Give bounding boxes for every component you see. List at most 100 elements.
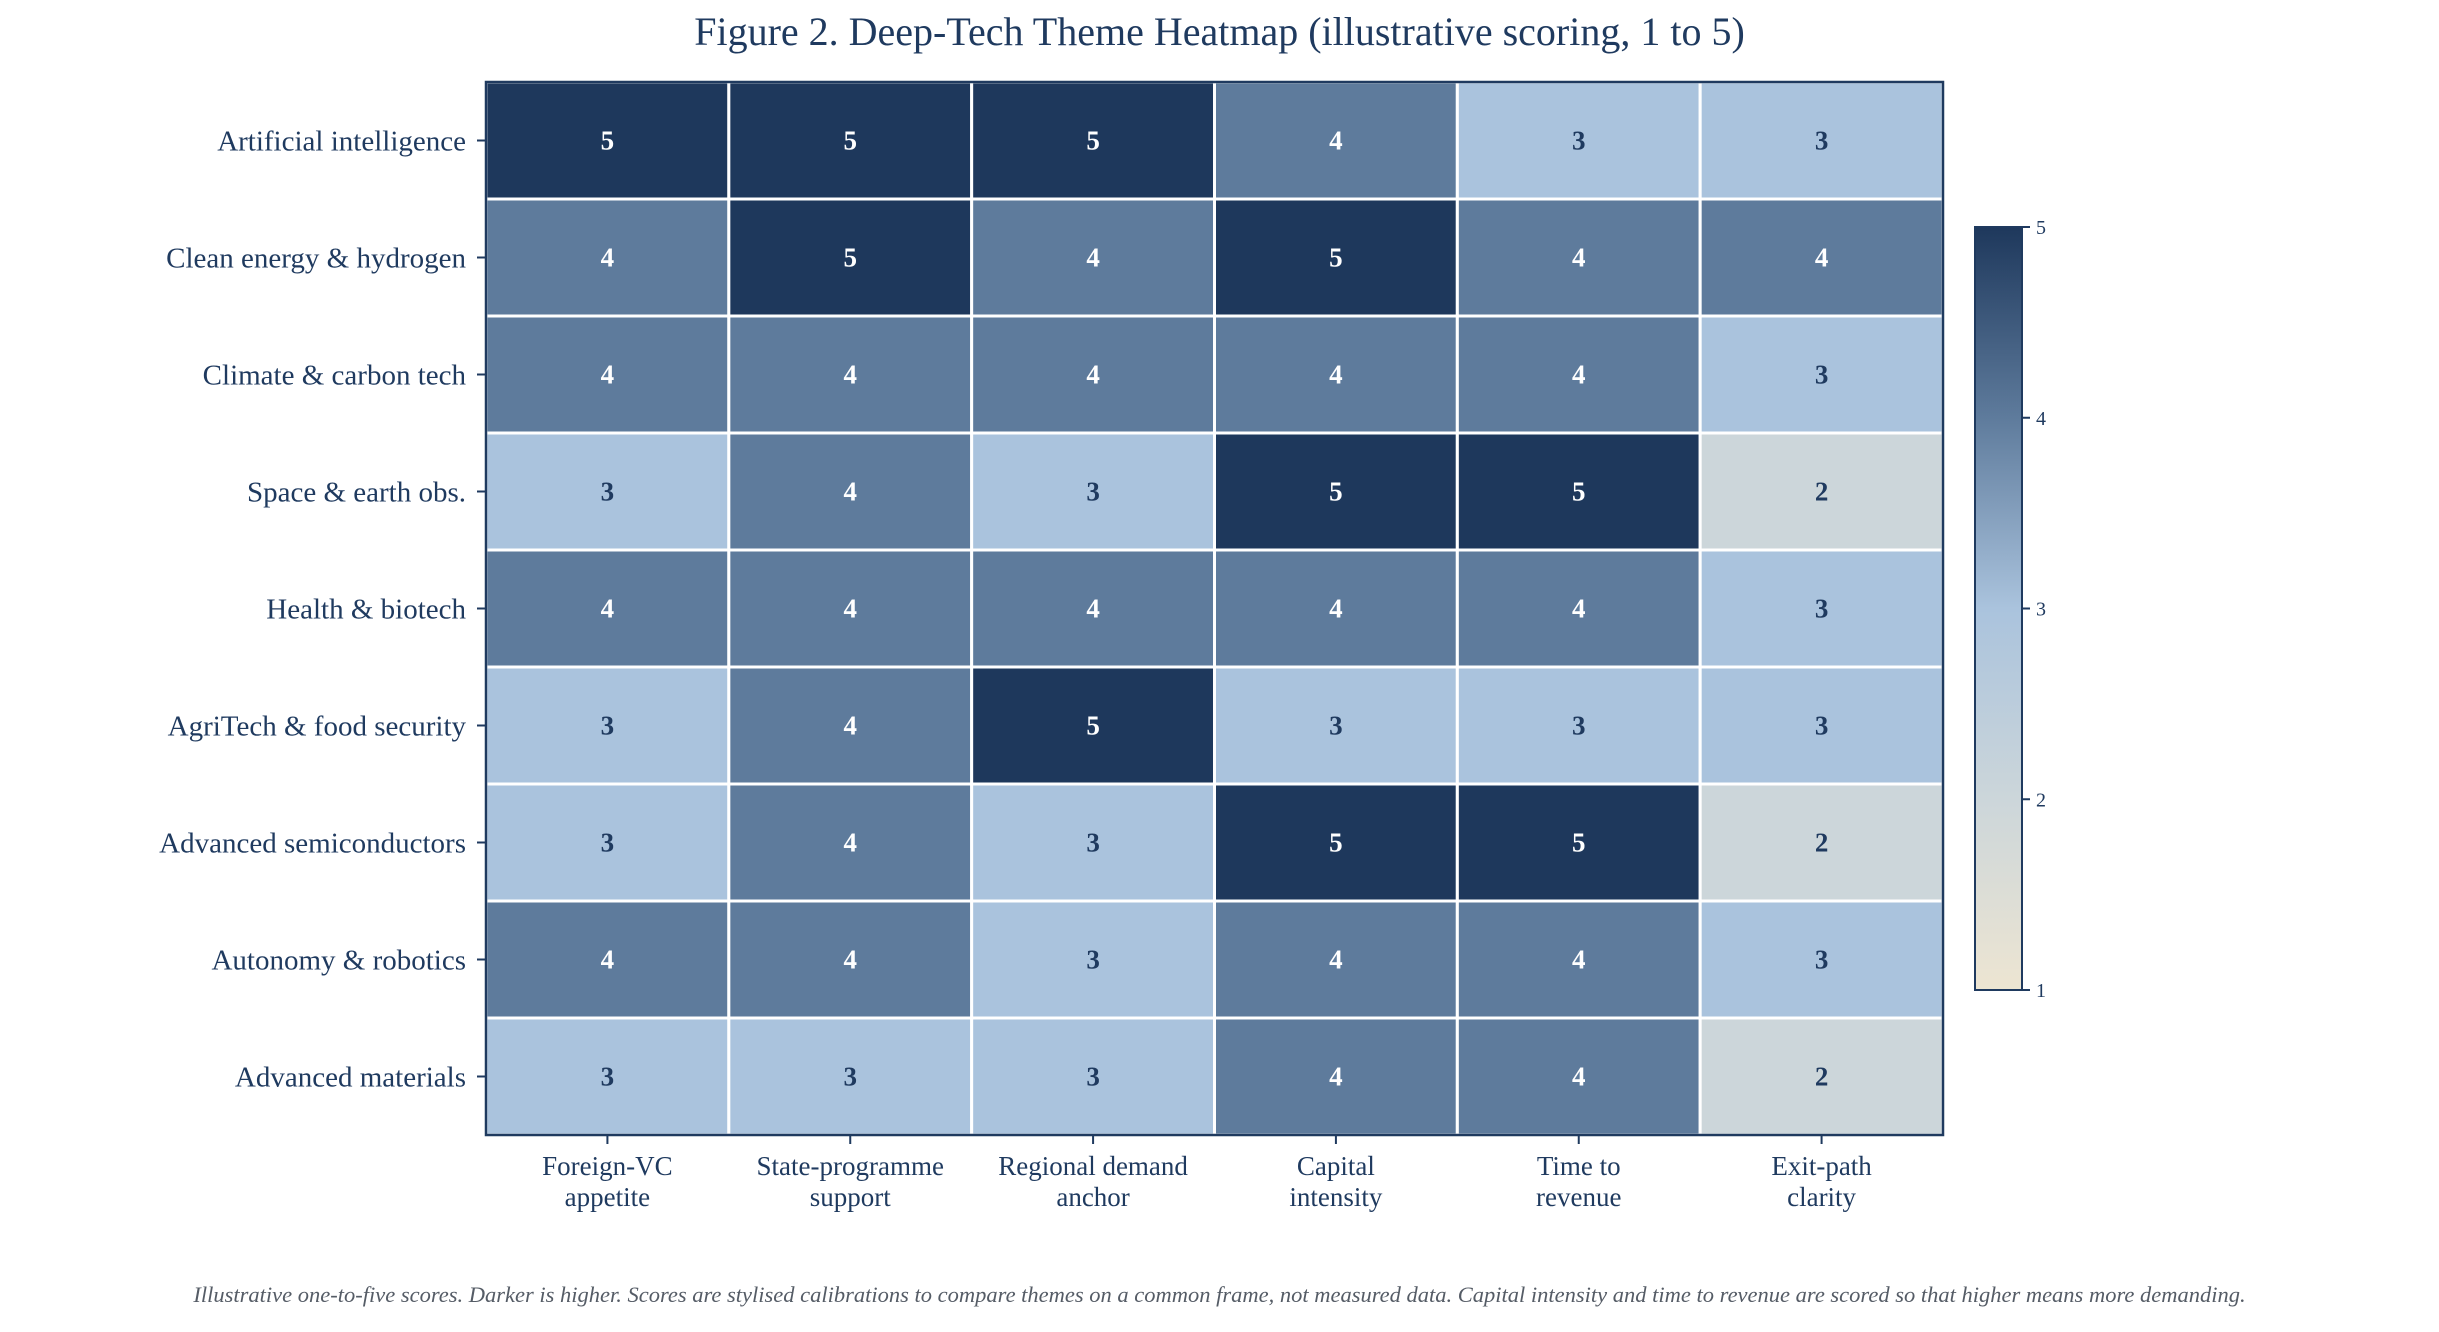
row-labels: Artificial intelligence Clean energy & hy… bbox=[159, 126, 486, 1094]
heatmap-cell bbox=[1213, 197, 1459, 318]
heatmap-cell bbox=[484, 899, 731, 1020]
cell-value-label: 4 bbox=[1329, 1062, 1343, 1092]
row-label: AgriTech & food security bbox=[168, 711, 467, 743]
row-label: Advanced semiconductors bbox=[159, 828, 466, 860]
heatmap-cell bbox=[970, 431, 1217, 552]
colorbar-tick-label: 4 bbox=[2036, 408, 2046, 430]
cell-value-label: 4 bbox=[1329, 945, 1343, 975]
heatmap-cell bbox=[727, 899, 974, 1020]
colorbar-tick-label: 5 bbox=[2036, 217, 2046, 239]
cell-value-label: 5 bbox=[1086, 126, 1100, 156]
cell-value-label: 2 bbox=[1815, 1062, 1829, 1092]
heatmap-cell bbox=[970, 1016, 1217, 1137]
cell-value-label: 3 bbox=[1815, 945, 1829, 975]
cell-value-label: 4 bbox=[1086, 360, 1100, 390]
cell-value-label: 3 bbox=[1086, 1062, 1100, 1092]
row-label: Artificial intelligence bbox=[217, 126, 466, 158]
heatmap-cell bbox=[1698, 1016, 1945, 1137]
cell-value-label: 3 bbox=[1086, 945, 1100, 975]
colorbar-tick-label: 3 bbox=[2036, 599, 2046, 621]
heatmap-cell bbox=[1213, 431, 1459, 552]
cell-value-label: 3 bbox=[844, 1062, 858, 1092]
row-label: Climate & carbon tech bbox=[203, 360, 467, 392]
heatmap-cell bbox=[1455, 431, 1702, 552]
cell-value-label: 4 bbox=[844, 477, 858, 507]
cell-value-label: 4 bbox=[1086, 243, 1100, 273]
colorbar: 1 2 3 4 5 bbox=[1974, 217, 2046, 1002]
cell-value-label: 4 bbox=[601, 945, 615, 975]
cell-value-label: 3 bbox=[601, 1062, 615, 1092]
heatmap-cell bbox=[970, 80, 1217, 201]
cell-value-label: 4 bbox=[1572, 594, 1586, 624]
heatmap-cell bbox=[484, 665, 731, 786]
cell-value-label: 2 bbox=[1815, 828, 1829, 858]
cell-value-label: 3 bbox=[1815, 594, 1829, 624]
chart-title: Figure 2. Deep-Tech Theme Heatmap (illus… bbox=[694, 9, 1745, 54]
heatmap-cell bbox=[970, 782, 1217, 903]
colorbar-gradient bbox=[1974, 226, 2023, 991]
heatmap-cell bbox=[727, 197, 974, 318]
heatmap-cell bbox=[970, 314, 1217, 435]
row-label: Advanced materials bbox=[235, 1062, 466, 1094]
heatmap-cell bbox=[1455, 665, 1702, 786]
heatmap-cell bbox=[1698, 548, 1945, 669]
heatmap-cell bbox=[484, 314, 731, 435]
cell-value-label: 5 bbox=[1572, 477, 1586, 507]
cell-value-label: 2 bbox=[1815, 477, 1829, 507]
cell-value-label: 3 bbox=[1572, 711, 1586, 741]
colorbar-ticks: 1 2 3 4 5 bbox=[2022, 217, 2046, 1002]
heatmap-cell bbox=[727, 782, 974, 903]
heatmap-cell bbox=[1213, 314, 1459, 435]
cell-value-label: 5 bbox=[1329, 828, 1343, 858]
colorbar-tick-label: 1 bbox=[2036, 980, 2046, 1002]
heatmap-cell bbox=[1698, 899, 1945, 1020]
cell-value-label: 5 bbox=[1329, 243, 1343, 273]
heatmap-cell bbox=[727, 548, 974, 669]
cell-value-label: 3 bbox=[601, 477, 615, 507]
cell-value-label: 3 bbox=[601, 711, 615, 741]
cell-value-label: 4 bbox=[844, 945, 858, 975]
heatmap-cell bbox=[484, 80, 731, 201]
chart-caption: Illustrative one-to-five scores. Darker … bbox=[193, 1282, 2246, 1307]
cell-value-label: 5 bbox=[1086, 711, 1100, 741]
heatmap-cells: 5 5 5 4 3 3 4 5 4 5 4 4 4 4 4 4 4 3 3 4 3 5 5 2 4 4 4 4 4 3 3 4 5 3 3 3 3 4 3 5… bbox=[484, 80, 1945, 1137]
cell-value-label: 3 bbox=[1815, 360, 1829, 390]
heatmap-cell bbox=[970, 899, 1217, 1020]
heatmap-cell bbox=[970, 197, 1217, 318]
cell-value-label: 4 bbox=[1329, 360, 1343, 390]
cell-value-label: 3 bbox=[1815, 711, 1829, 741]
cell-value-label: 3 bbox=[1572, 126, 1586, 156]
heatmap-cell bbox=[727, 314, 974, 435]
heatmap-cell bbox=[484, 548, 731, 669]
row-label: Health & biotech bbox=[266, 594, 466, 626]
heatmap-cell bbox=[1455, 899, 1702, 1020]
column-label: Regional demand anchor bbox=[998, 1151, 1188, 1212]
heatmap-cell bbox=[1455, 548, 1702, 669]
cell-value-label: 4 bbox=[601, 594, 615, 624]
cell-value-label: 3 bbox=[1329, 711, 1343, 741]
column-label: Exit-path clarity bbox=[1771, 1151, 1872, 1212]
row-label: Clean energy & hydrogen bbox=[166, 243, 466, 275]
cell-value-label: 4 bbox=[1572, 243, 1586, 273]
heatmap-cell bbox=[1698, 431, 1945, 552]
cell-value-label: 3 bbox=[1086, 477, 1100, 507]
column-label: State-programme support bbox=[757, 1151, 944, 1212]
cell-value-label: 4 bbox=[1329, 594, 1343, 624]
cell-value-label: 5 bbox=[601, 126, 615, 156]
heatmap-cell bbox=[1698, 197, 1945, 318]
column-label: Time to revenue bbox=[1536, 1151, 1621, 1212]
cell-value-label: 4 bbox=[1329, 126, 1343, 156]
cell-value-label: 4 bbox=[844, 828, 858, 858]
row-label: Autonomy & robotics bbox=[211, 945, 466, 977]
cell-value-label: 5 bbox=[844, 243, 858, 273]
cell-value-label: 4 bbox=[844, 594, 858, 624]
cell-value-label: 3 bbox=[1086, 828, 1100, 858]
cell-value-label: 4 bbox=[1572, 1062, 1586, 1092]
column-label: Capital intensity bbox=[1289, 1151, 1382, 1212]
row-label: Space & earth obs. bbox=[247, 477, 466, 509]
cell-value-label: 3 bbox=[1815, 126, 1829, 156]
cell-value-label: 4 bbox=[844, 711, 858, 741]
heatmap-cell bbox=[1213, 1016, 1459, 1137]
cell-value-label: 4 bbox=[601, 360, 615, 390]
